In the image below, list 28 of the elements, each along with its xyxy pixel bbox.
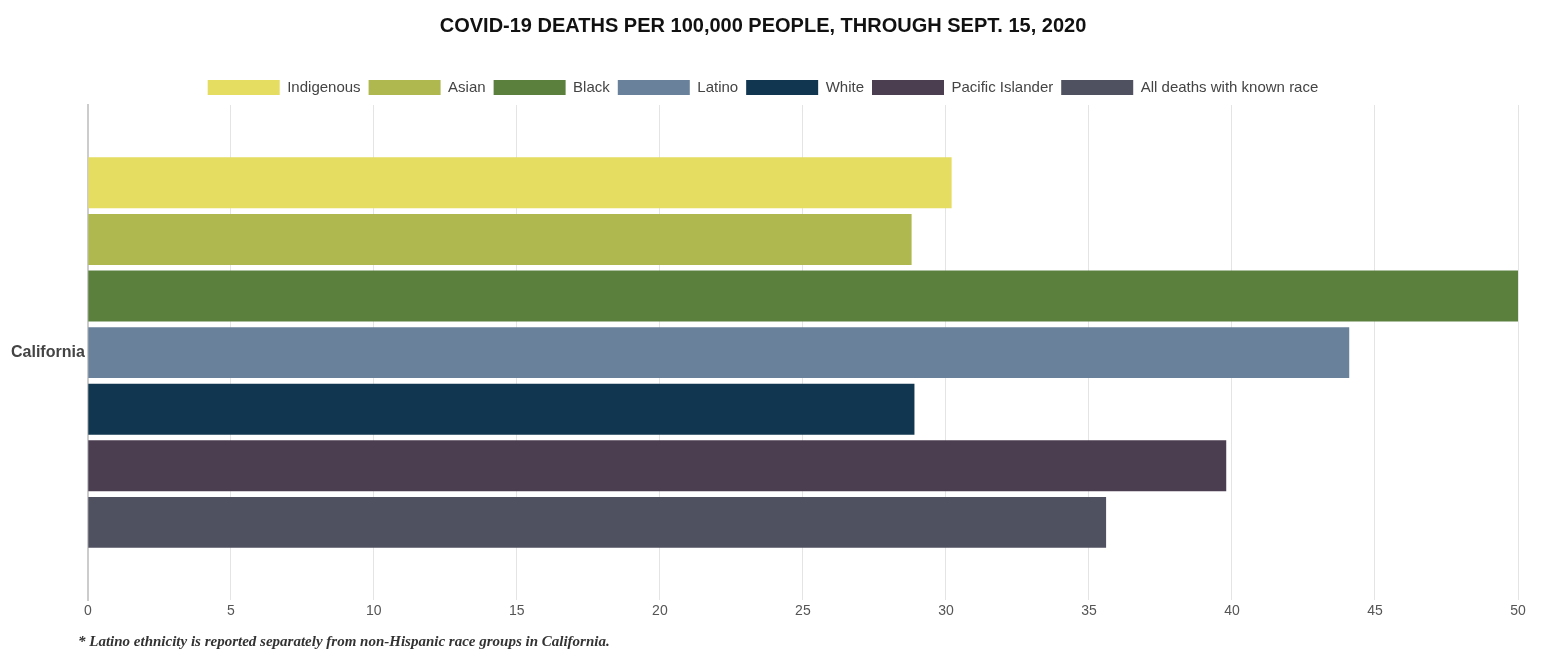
text: * Latino ethnicity is reported separately from non-Hispanic race groups in California. (78, 633, 611, 650)
bar (88, 496, 1107, 548)
x-tick-label: 15 (509, 602, 525, 619)
x-tick-label: 25 (795, 602, 811, 619)
legend-label: Indigenous (287, 77, 361, 95)
legend-label: Pacific Islander (951, 77, 1054, 95)
legend-label: Latino (697, 77, 739, 95)
x-tick-label: 45 (1367, 602, 1383, 619)
bar (88, 270, 1518, 322)
bar (88, 327, 1350, 379)
legend-label: Black (573, 77, 611, 95)
y-tick-label: California (10, 343, 85, 361)
bar (88, 383, 915, 435)
legend-label: Asian (448, 77, 486, 95)
x-tick-label: 5 (226, 602, 235, 619)
chart-title: COVID-19 DEATHS PER 100,000 PEOPLE, THROUGH SEPT. 15, 2020 (439, 13, 1087, 36)
bar (88, 440, 1227, 492)
legend-label: All deaths with known race (1140, 77, 1319, 95)
x-tick-label: 0 (83, 602, 92, 619)
bar (88, 213, 912, 265)
x-tick-label: 40 (1224, 602, 1240, 619)
x-tick-label: 50 (1510, 602, 1526, 619)
x-tick-label: 10 (366, 602, 382, 619)
x-tick-label: 35 (1081, 602, 1097, 619)
legend-label: White (825, 77, 865, 95)
bar (88, 157, 952, 209)
x-tick-label: 30 (938, 602, 954, 619)
x-tick-label: 20 (652, 602, 668, 619)
